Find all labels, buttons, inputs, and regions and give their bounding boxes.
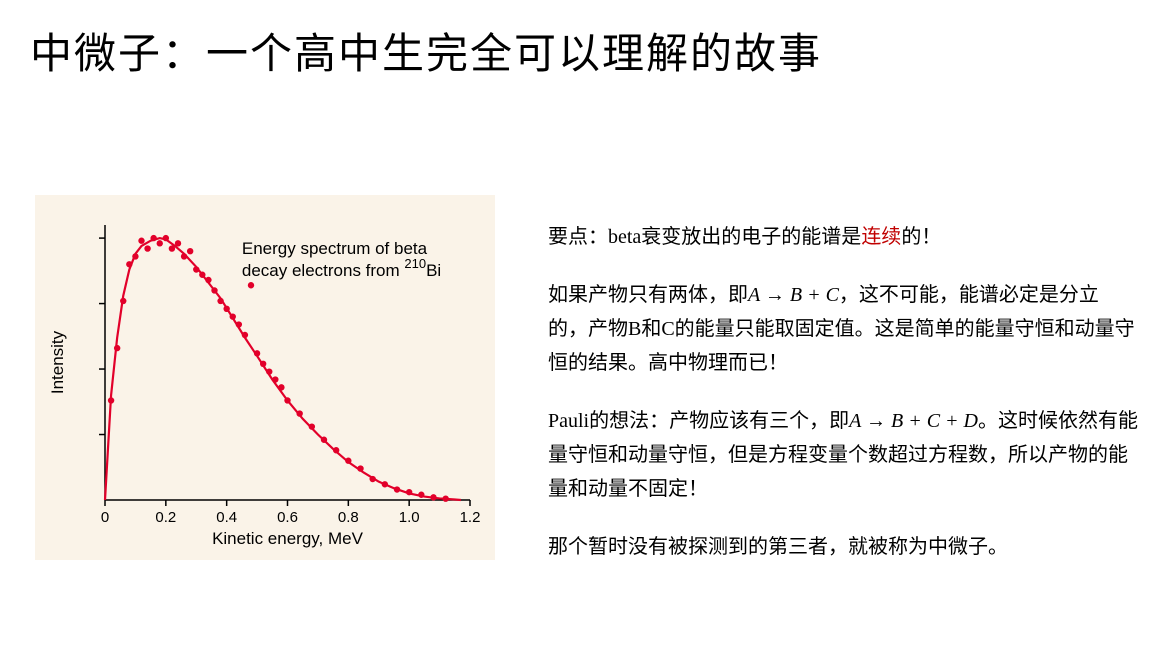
- svg-text:0.6: 0.6: [277, 509, 298, 526]
- svg-text:Energy spectrum of beta: Energy spectrum of beta: [242, 239, 428, 258]
- svg-text:0.8: 0.8: [338, 509, 359, 526]
- paragraph-3: Pauli的想法：产物应该有三个，即A → B + C + D。这时候依然有能量…: [548, 404, 1138, 506]
- svg-text:0: 0: [101, 509, 109, 526]
- p2-a: 如果产物只有两体，即: [548, 284, 748, 306]
- chart-svg: 0 0.2 0.4 0.6 0.8 1.0 1.2 Kinetic energy, MeV In…: [45, 215, 485, 550]
- p3-a: Pauli的想法：产物应该有三个，即: [548, 410, 849, 432]
- p2-math: A → B + C: [748, 284, 839, 306]
- paragraph-1: 要点：beta衰变放出的电子的能谱是连续的！: [548, 220, 1138, 254]
- paragraph-4: 那个暂时没有被探测到的第三者，就被称为中微子。: [548, 530, 1138, 564]
- p3-math: A → B + C + D: [849, 410, 978, 432]
- slide: 中微子：一个高中生完全可以理解的故事 0 0.2 0.4 0.6 0.8 1.0 1.2 Ki…: [0, 0, 1169, 658]
- svg-text:Kinetic energy, MeV: Kinetic energy, MeV: [212, 529, 364, 548]
- p1-b: 的！: [901, 226, 941, 248]
- svg-text:1.2: 1.2: [460, 509, 481, 526]
- beta-spectrum-chart: 0 0.2 0.4 0.6 0.8 1.0 1.2 Kinetic energy, MeV In…: [35, 195, 495, 560]
- p1-a: 要点：beta衰变放出的电子的能谱是: [548, 226, 861, 248]
- p1-red: 连续: [861, 226, 901, 248]
- svg-text:0.2: 0.2: [155, 509, 176, 526]
- svg-text:0.4: 0.4: [216, 509, 237, 526]
- svg-text:Intensity: Intensity: [48, 330, 67, 394]
- svg-text:1.0: 1.0: [399, 509, 420, 526]
- svg-text:decay electrons from 210Bi: decay electrons from 210Bi: [242, 256, 441, 280]
- page-title: 中微子：一个高中生完全可以理解的故事: [30, 20, 822, 81]
- text-column: 要点：beta衰变放出的电子的能谱是连续的！ 如果产物只有两体，即A → B +…: [548, 220, 1138, 588]
- paragraph-2: 如果产物只有两体，即A → B + C，这不可能，能谱必定是分立的，产物B和C的…: [548, 278, 1138, 380]
